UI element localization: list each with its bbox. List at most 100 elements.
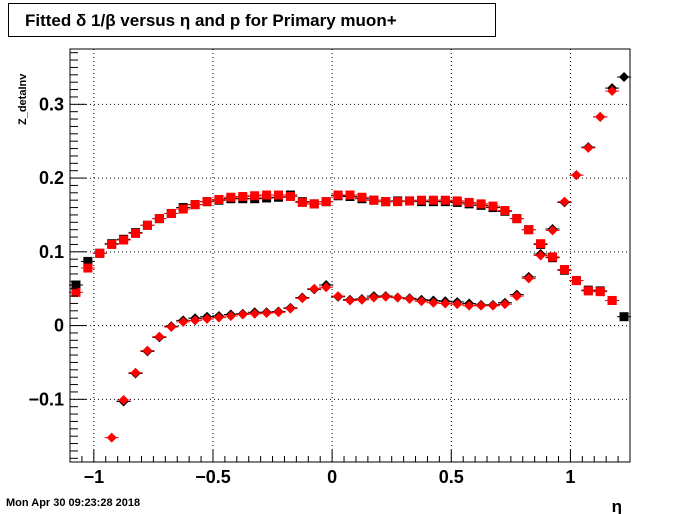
square-marker (381, 197, 391, 207)
diamond-marker (154, 331, 165, 342)
square-marker (583, 286, 593, 296)
data-point (390, 197, 405, 207)
diamond-marker (595, 111, 606, 122)
data-point (247, 191, 262, 201)
x-tick-label: 0.5 (439, 467, 464, 487)
data-point (271, 190, 286, 200)
data-point (402, 294, 417, 305)
data-point (474, 300, 489, 311)
square-marker (154, 214, 164, 224)
data-point (366, 195, 381, 205)
x-tick-label: −0.5 (195, 467, 231, 487)
data-point (354, 294, 369, 305)
data-point (307, 283, 322, 294)
square-marker (488, 201, 498, 211)
diamond-marker (190, 315, 201, 326)
diamond-marker (261, 308, 272, 319)
square-marker (476, 199, 486, 209)
data-points (68, 72, 632, 443)
grid-lines (70, 49, 630, 462)
data-point (164, 322, 179, 333)
data-point (497, 299, 512, 310)
tick-labels: −1 −0.5 0 0.5 1 −0.1 0 0.1 0.2 0.3 (28, 94, 575, 487)
chart-title: Fitted δ 1/β versus η and p for Primary … (25, 11, 397, 30)
diamond-marker (392, 292, 403, 303)
x-tick-label: 0 (327, 467, 337, 487)
data-point (80, 263, 95, 273)
data-point (593, 287, 608, 297)
data-point (223, 310, 238, 321)
square-marker (95, 248, 105, 258)
data-point (497, 206, 512, 216)
square-marker (500, 206, 510, 216)
diamond-marker (309, 283, 320, 294)
square-marker (226, 192, 236, 202)
square-marker (416, 195, 426, 205)
data-point (116, 235, 131, 245)
data-point (319, 197, 334, 207)
diamond-marker (464, 300, 475, 311)
data-point (68, 280, 83, 290)
square-marker (297, 197, 307, 207)
data-point (569, 170, 584, 181)
square-marker (274, 190, 284, 200)
square-marker (71, 280, 81, 290)
data-point (462, 197, 477, 207)
title-box: Fitted δ 1/β versus η and p for Primary … (8, 3, 496, 37)
series-diamond-black (116, 72, 632, 407)
square-marker (119, 235, 129, 245)
data-point (307, 199, 322, 209)
data-point (414, 195, 429, 205)
diamond-marker (583, 142, 594, 153)
data-point (378, 197, 393, 207)
data-point (331, 291, 346, 302)
square-marker (142, 220, 152, 230)
diamond-marker (106, 432, 117, 443)
diamond-marker (404, 294, 415, 305)
data-point (521, 225, 536, 235)
data-point (485, 300, 500, 311)
square-marker (309, 199, 319, 209)
data-point (343, 190, 357, 200)
data-point (426, 297, 441, 308)
diamond-marker (225, 310, 236, 321)
square-marker (369, 195, 379, 205)
diamond-marker (285, 303, 296, 314)
diamond-marker (523, 273, 534, 284)
footer-timestamp: Mon Apr 30 09:23:28 2018 (6, 497, 141, 509)
data-point (438, 195, 453, 205)
diamond-marker (249, 308, 260, 319)
data-point (378, 291, 393, 302)
data-point (152, 214, 167, 224)
square-marker (464, 197, 474, 207)
data-point (200, 197, 215, 207)
data-point (68, 287, 83, 297)
data-point (116, 395, 131, 406)
data-point (223, 192, 238, 202)
square-marker (536, 239, 546, 249)
diamond-marker (499, 299, 510, 310)
y-axis-title: Z_detaInv (17, 73, 29, 125)
square-marker (166, 208, 176, 218)
axis-titles: η Z_detaInv (17, 73, 622, 514)
data-point (331, 190, 346, 200)
diamond-marker (535, 250, 546, 261)
square-marker (333, 190, 343, 200)
square-marker (107, 239, 117, 249)
diamond-marker (333, 291, 344, 302)
square-marker (559, 265, 569, 275)
data-point (235, 309, 250, 320)
data-point (295, 293, 310, 304)
y-tick-label: 0.2 (39, 168, 64, 188)
square-marker (190, 200, 200, 210)
diamond-marker (416, 296, 427, 307)
data-point (343, 295, 357, 306)
square-marker (178, 204, 188, 214)
square-marker (524, 225, 534, 235)
diamond-marker (273, 307, 284, 318)
data-point (176, 204, 191, 214)
data-point (188, 315, 203, 326)
square-marker (393, 197, 403, 207)
data-point (235, 192, 250, 201)
diamond-marker (547, 225, 558, 236)
